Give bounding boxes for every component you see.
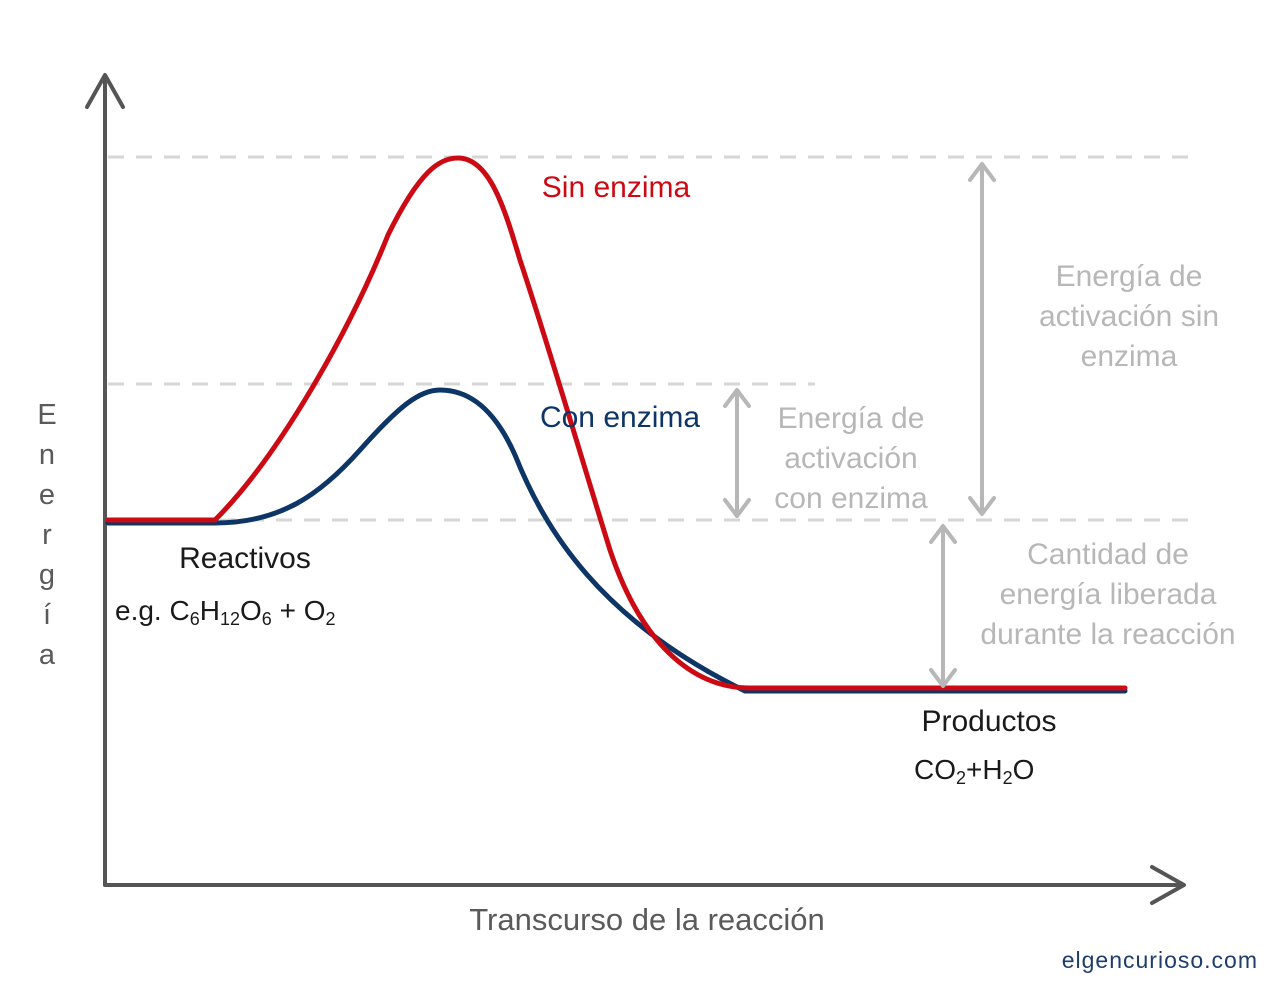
y-axis-letter: n [39, 439, 55, 471]
arrow-energy-released [929, 524, 957, 688]
annotation-line: activación sin [1039, 300, 1219, 333]
label-with-enzyme: Con enzima [540, 401, 700, 434]
arrow-activation-with-enzyme [723, 388, 751, 518]
annotation-line: durante la reacción [980, 618, 1235, 651]
curve-without-enzyme [105, 155, 1128, 691]
annotation-line: enzima [1081, 340, 1178, 373]
annotation-line: con enzima [774, 482, 928, 515]
annotation-line: energía liberada [1000, 578, 1217, 611]
x-axis-label: Transcurso de la reacción [469, 902, 825, 937]
products-label: Productos [921, 705, 1056, 738]
curve-with-enzyme [105, 387, 1128, 694]
annotation-line: Energía de [778, 402, 925, 435]
arrow-down-icon [723, 498, 751, 518]
annotation-line: Cantidad de [1027, 538, 1189, 571]
x-axis-arrow-icon [1150, 865, 1186, 905]
reactants-label: Reactivos [179, 542, 311, 575]
arrow-up-icon [723, 388, 751, 408]
y-axis-letter: E [37, 399, 56, 431]
annotation-line: activación [784, 442, 917, 475]
annotation-activation-without-enzyme: Energía de activación sin enzima [1039, 260, 1219, 373]
y-axis-letter: r [42, 519, 52, 551]
arrow-down-icon [968, 496, 996, 516]
annotation-line: Energía de [1056, 260, 1203, 293]
axes [85, 73, 1186, 905]
y-axis-letter: í [43, 599, 51, 631]
arrow-activation-without-enzyme [968, 162, 996, 516]
arrow-down-icon [929, 668, 957, 688]
site-credit: elgencurioso.com [1062, 947, 1258, 973]
products-formula: CO2+H2O [914, 754, 1034, 788]
arrow-up-icon [929, 524, 957, 544]
y-axis-letter: a [39, 639, 56, 671]
annotation-activation-with-enzyme: Energía de activación con enzima [774, 402, 928, 515]
y-axis-arrow-icon [85, 73, 125, 109]
arrow-up-icon [968, 162, 996, 182]
y-axis-letter: e [39, 479, 55, 511]
reactants-formula: e.g. C6H12O6 + O2 [115, 595, 336, 629]
y-axis-label: E n e r g í a [37, 399, 56, 671]
y-axis-letter: g [39, 559, 55, 591]
label-without-enzyme: Sin enzima [542, 171, 691, 204]
annotation-energy-released: Cantidad de energía liberada durante la … [980, 538, 1235, 651]
